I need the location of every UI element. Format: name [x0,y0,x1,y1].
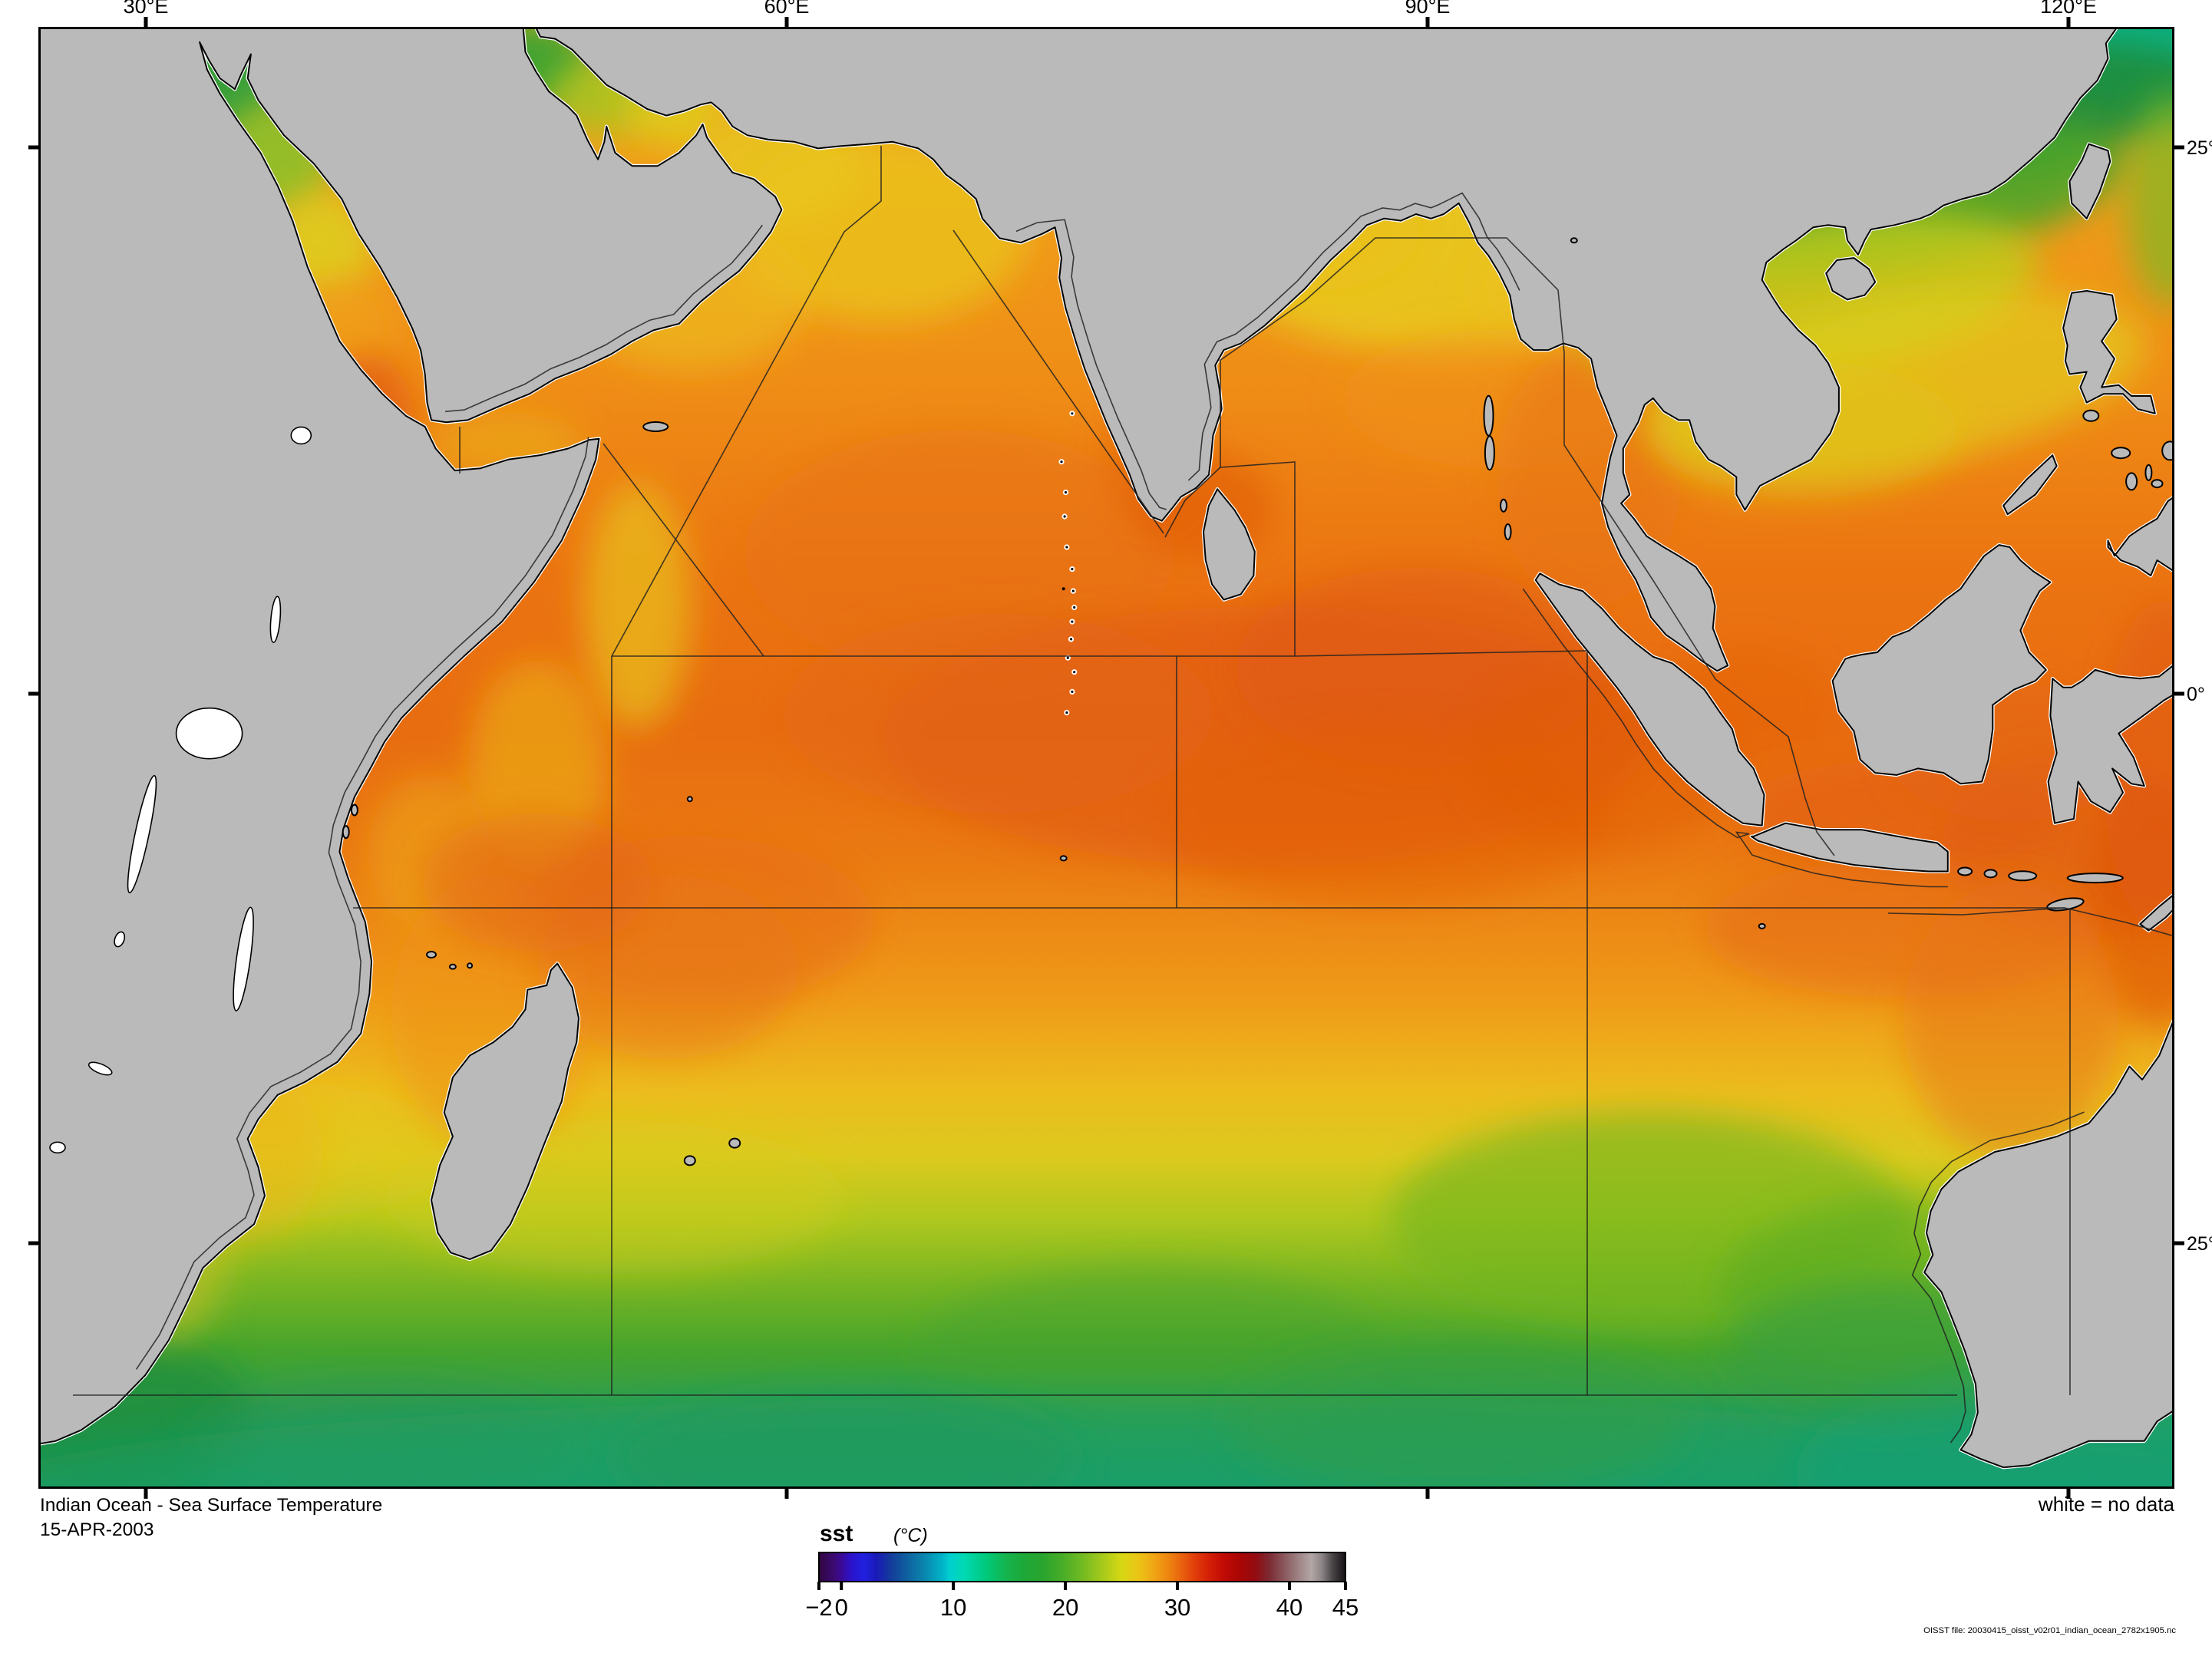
svg-text:30°E: 30°E [124,0,169,18]
svg-text:25°: 25° [2187,137,2212,159]
svg-text:10: 10 [940,1594,966,1621]
svg-text:45: 45 [1332,1594,1359,1621]
svg-text:30: 30 [1164,1594,1190,1621]
svg-text:120°E: 120°E [2040,0,2097,18]
svg-text:20: 20 [1052,1594,1078,1621]
svg-text:0°: 0° [2187,684,2205,705]
svg-text:90°E: 90°E [1405,0,1451,18]
svg-text:25°: 25° [2187,1233,2212,1255]
svg-text:0: 0 [835,1594,848,1621]
svg-text:Indian Ocean - Sea Surface Tem: Indian Ocean - Sea Surface Temperature [40,1495,382,1516]
svg-text:60°E: 60°E [764,0,810,18]
svg-text:40: 40 [1276,1594,1302,1621]
svg-text:OISST file: 20030415_oisst_v02: OISST file: 20030415_oisst_v02r01_indian… [1923,1626,2176,1635]
svg-text:sst: sst [820,1521,853,1546]
svg-text:15-APR-2003: 15-APR-2003 [40,1519,154,1540]
svg-text:−2: −2 [805,1594,832,1621]
svg-text:white = no data: white = no data [2038,1493,2175,1516]
svg-text:(°C): (°C) [893,1525,928,1546]
